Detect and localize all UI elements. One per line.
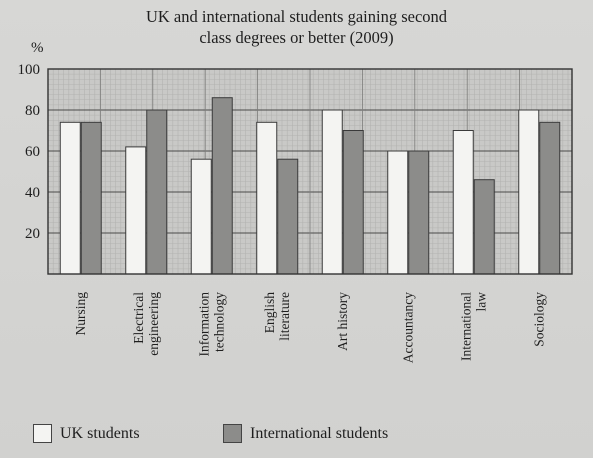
legend-item-uk-students: UK students [33, 424, 140, 443]
bar-international-0 [80, 121, 102, 275]
y-axis-label: % [31, 40, 44, 56]
x-tick-label-2: technology [211, 292, 226, 352]
label-layer: 20 40 60 80 100% Nursing Electrical engineering… [18, 40, 547, 363]
x-tick-label-6: International [458, 292, 473, 361]
bar-international-6 [473, 179, 495, 275]
plot-frame [47, 68, 573, 275]
bar-uk-4 [321, 109, 343, 275]
x-tick-label-6: law [473, 292, 488, 312]
legend-label-uk-students: UK students [60, 424, 140, 442]
bar-uk-2 [190, 158, 212, 275]
legend-label-international-students: International students [250, 424, 389, 442]
y-tick-label: 80 [25, 103, 40, 119]
bar-international-7 [539, 121, 561, 275]
bar-uk-0 [59, 121, 81, 275]
bar-uk-5 [387, 150, 409, 275]
bar-international-5 [408, 150, 430, 275]
y-tick-label: 100 [18, 62, 41, 78]
x-tick-label-1: engineering [146, 292, 161, 356]
y-tick-label: 20 [25, 226, 40, 242]
legend-item-international-students: International students [223, 424, 388, 443]
x-tick-label-1: Electrical [131, 292, 146, 344]
bar-international-2 [211, 97, 233, 275]
bar-uk-3 [256, 121, 278, 275]
chart-title-line-2: class degrees or better (2009) [199, 28, 394, 47]
x-tick-label-0: Nursing [73, 292, 88, 336]
x-tick-label-5: Accountancy [400, 292, 415, 363]
bar-international-3 [277, 158, 299, 275]
legend-swatch-uk-students [33, 424, 52, 443]
x-tick-label-3: English [262, 292, 277, 334]
bar-uk-1 [125, 146, 147, 275]
x-tick-label-7: Sociology [531, 292, 546, 347]
bar-international-1 [146, 109, 168, 275]
x-tick-label-3: literature [277, 292, 292, 341]
bar-international-4 [342, 130, 364, 275]
chart-title-line-1: UK and international students gaining se… [145, 7, 448, 26]
bar-uk-7 [518, 109, 540, 275]
y-tick-label: 40 [25, 185, 40, 201]
legend-swatch-international-students [223, 424, 242, 443]
axis-layer [47, 68, 573, 275]
bar-uk-6 [452, 130, 474, 275]
y-tick-label: 60 [25, 144, 40, 160]
x-tick-label-4: Art history [335, 292, 350, 351]
bars-layer [59, 97, 561, 275]
x-tick-label-2: Information [196, 292, 211, 357]
